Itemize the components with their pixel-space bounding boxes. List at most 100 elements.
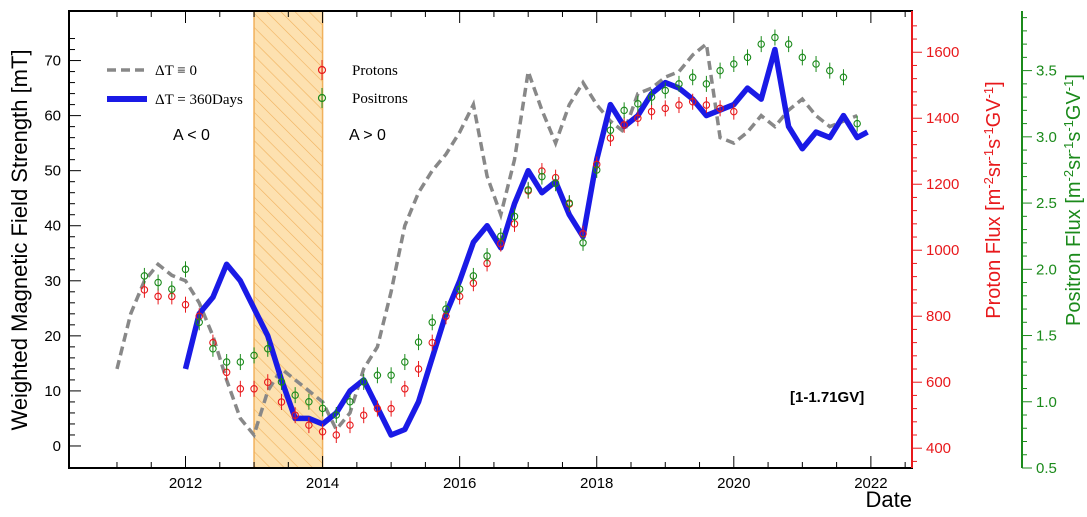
positron-point-marker <box>716 66 724 75</box>
proton-point <box>264 374 272 391</box>
positron-point <box>565 195 574 212</box>
positron-point-marker <box>538 172 546 181</box>
axis-label-part: sr <box>983 160 1005 177</box>
proton-point <box>401 380 409 397</box>
proton-point-marker <box>264 378 272 386</box>
positron-point-marker <box>414 338 423 346</box>
positron-point-marker <box>730 60 738 68</box>
positron-point-marker <box>688 73 697 81</box>
positron-point-marker <box>168 285 176 293</box>
proton-point <box>332 427 341 444</box>
axis-label-part: -2 <box>1061 170 1076 182</box>
positron-point-marker <box>661 86 670 95</box>
polarity-negative-label: A < 0 <box>173 127 210 144</box>
positron-point-marker <box>743 53 752 62</box>
axis-label-part: ] <box>1063 74 1085 80</box>
y-positron-tick-label: 1.5 <box>1036 328 1057 345</box>
positron-point-marker <box>346 398 354 406</box>
positron-point-marker <box>551 179 560 187</box>
positron-point-marker <box>798 53 807 62</box>
positron-point-marker <box>784 40 793 48</box>
y-positron-tick-label: 3.5 <box>1036 63 1057 80</box>
positron-point-marker <box>332 411 341 419</box>
positron-point <box>798 49 807 66</box>
positron-point-marker <box>497 232 505 240</box>
x-tick-label: 2012 <box>169 475 202 492</box>
positron-point <box>387 367 395 384</box>
proton-point-marker <box>359 411 368 419</box>
axis-label-part: s <box>983 139 1005 149</box>
positron-point <box>661 82 670 99</box>
positron-point <box>442 301 450 318</box>
axis-label-part: -1 <box>1061 120 1076 132</box>
proton-point <box>373 400 382 417</box>
proton-point <box>291 407 299 424</box>
axis-label-part: -2 <box>981 177 996 189</box>
proton-point-marker <box>318 427 327 436</box>
positron-point-marker <box>524 186 532 194</box>
axis-label-part: ] <box>983 81 1005 87</box>
positron-point <box>784 36 793 53</box>
positron-point-marker <box>442 305 450 313</box>
positron-point <box>168 281 176 298</box>
positron-point <box>195 314 203 331</box>
axis-label-part: sr <box>1063 153 1085 170</box>
proton-point <box>730 103 738 120</box>
proton-point <box>428 334 436 351</box>
positron-point-marker <box>373 371 382 380</box>
proton-point-marker <box>428 338 436 347</box>
proton-point <box>250 380 258 397</box>
proton-point-marker <box>181 300 190 309</box>
positron-point <box>743 49 752 66</box>
x-tick-label: 2014 <box>306 475 339 492</box>
x-axis-label: Date <box>866 487 912 512</box>
proton-point-marker <box>277 398 286 406</box>
y-positron-tick-label: 2.0 <box>1036 261 1057 278</box>
positron-point-marker <box>222 358 231 366</box>
positron-point <box>606 122 615 139</box>
positron-point-marker <box>401 358 409 366</box>
positron-point <box>140 267 149 284</box>
legend-dt0-label: ΔT ≡ 0 <box>155 63 197 79</box>
proton-point <box>181 296 190 313</box>
proton-point <box>702 97 711 114</box>
positron-point-marker <box>606 126 615 134</box>
proton-point <box>688 93 697 110</box>
y-left-tick-label: 20 <box>44 328 61 345</box>
positron-point <box>277 373 286 390</box>
positron-point-marker <box>634 99 642 108</box>
positron-point <box>757 36 765 53</box>
axis-label-part: -1 <box>981 87 996 99</box>
positron-point-marker <box>702 80 711 88</box>
positron-point-marker <box>647 93 656 101</box>
y-proton-tick-label: 800 <box>926 308 951 325</box>
proton-point <box>346 417 354 434</box>
positron-point <box>332 407 341 424</box>
positron-point <box>264 340 272 357</box>
proton-point-marker <box>414 365 423 373</box>
y-left-tick-label: 0 <box>53 438 61 455</box>
legend-positrons-label: Positrons <box>352 91 408 107</box>
positron-point-marker <box>826 66 834 75</box>
positron-point-marker <box>154 278 162 287</box>
positron-point-marker <box>277 378 286 386</box>
legend-protons-label: Protons <box>352 63 398 79</box>
proton-point <box>305 417 313 434</box>
proton-point-marker <box>688 97 697 106</box>
plot-frame <box>68 10 913 469</box>
positron-point <box>428 314 436 331</box>
positron-point-marker <box>853 119 861 128</box>
proton-point-marker <box>661 104 670 113</box>
positron-point <box>675 75 683 92</box>
positron-point <box>305 393 313 410</box>
polarity-positive-label: A > 0 <box>349 127 386 144</box>
positron-point <box>414 334 423 351</box>
positron-point <box>483 248 491 265</box>
proton-point <box>154 288 162 305</box>
positron-point <box>359 373 368 390</box>
proton-point-marker <box>154 292 162 301</box>
positron-point <box>455 281 464 298</box>
proton-point <box>414 361 423 378</box>
proton-point <box>359 407 368 424</box>
positron-point <box>592 161 601 178</box>
